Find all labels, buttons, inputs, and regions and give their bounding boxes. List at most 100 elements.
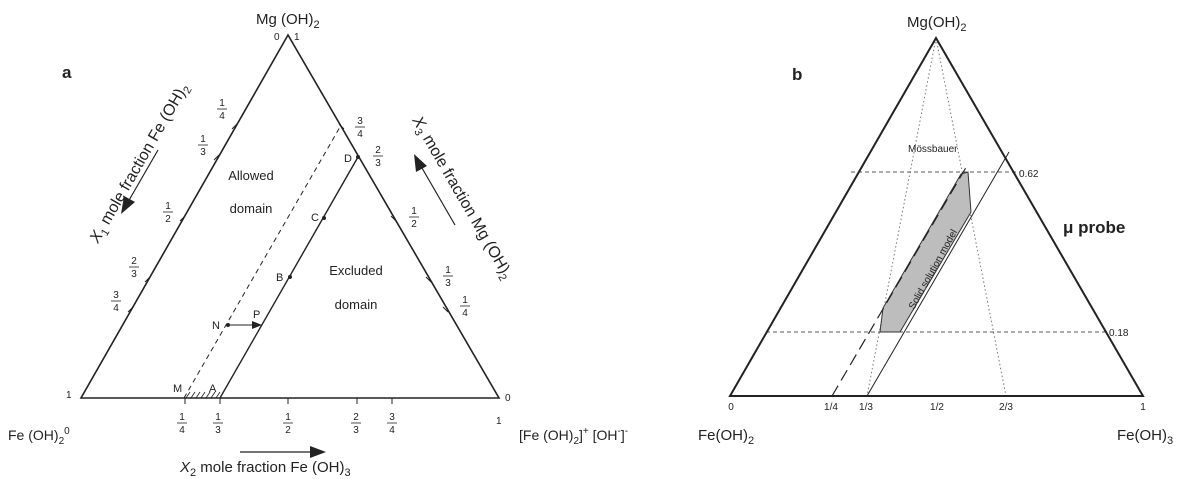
panel-a-apex-right: [Fe (OH)2]+ [OH-]- (519, 426, 628, 447)
panel-a-right-one: 1 (496, 416, 502, 427)
svg-text:3: 3 (389, 412, 395, 423)
svg-text:1: 1 (445, 265, 451, 276)
panel-a-x1-arrow-head (121, 196, 135, 214)
panel-b-apex-left: Fe(OH)2 (698, 427, 754, 447)
point-d (356, 155, 360, 159)
frac-right-1-2: 1 2 (409, 206, 419, 230)
label-c: C (311, 212, 319, 224)
frac-right-1-3: 1 3 (443, 265, 453, 289)
frac-bottom-3-4: 3 4 (387, 412, 397, 436)
panel-a-hatched-segment (185, 391, 221, 399)
svg-text:1: 1 (219, 98, 225, 109)
svg-text:2: 2 (131, 256, 137, 267)
svg-text:3: 3 (445, 278, 451, 289)
frac-left-1-2: 1 2 (163, 201, 173, 225)
mu-probe-label: μ probe (1063, 218, 1125, 237)
svg-text:4: 4 (357, 129, 363, 140)
label-018: 0.18 (1109, 328, 1129, 339)
svg-text:3: 3 (353, 425, 359, 436)
svg-text:1: 1 (285, 412, 291, 423)
tick-left-1-4 (231, 123, 238, 130)
panel-b-apex-right: Fe(OH)3 (1117, 427, 1173, 447)
panel-b-dotted-left (866, 37, 937, 397)
svg-text:4: 4 (179, 425, 185, 436)
panel-a-x2-arrow-head (310, 446, 326, 458)
tick-b-0: 0 (728, 402, 734, 413)
mossbauer-label: Mössbauer (908, 144, 958, 155)
allowed-domain-line2: domain (230, 201, 273, 216)
svg-text:2: 2 (353, 412, 359, 423)
svg-text:3: 3 (200, 147, 206, 158)
solid-solution-region (879, 171, 972, 333)
frac-left-3-4: 3 4 (111, 290, 121, 314)
point-b (288, 275, 292, 279)
panel-a-x3-arrow-head (414, 154, 427, 172)
excluded-domain-line2: domain (335, 297, 378, 312)
tick-right-3-4 (338, 123, 345, 130)
label-d: D (344, 153, 352, 165)
svg-text:3: 3 (113, 290, 119, 301)
tick-b-1-3: 1/3 (859, 402, 873, 413)
tick-left-2-3 (144, 276, 151, 283)
panel-a-letter: a (62, 63, 72, 82)
panel-b-apex-top: Mg(OH)2 (907, 14, 966, 34)
allowed-domain-line1: Allowed (228, 168, 274, 183)
panel-a-left-one: 1 (66, 390, 72, 401)
panel-a-x1-axis-label: X1 mole fraction Fe (OH)2 (86, 81, 194, 249)
label-p: P (253, 309, 260, 321)
panel-a-arrow-n-p-head (252, 321, 262, 329)
label-m: M (173, 383, 182, 395)
panel-a-x1-arrow-shaft (127, 149, 159, 203)
panel-a-triangle (79, 33, 501, 399)
point-n (226, 323, 230, 327)
svg-text:3: 3 (131, 269, 137, 280)
svg-text:2: 2 (411, 219, 417, 230)
tick-left-1-3 (213, 154, 220, 161)
tick-right-1-3 (425, 276, 432, 283)
panel-b-solid-line (866, 151, 1010, 397)
svg-text:2: 2 (285, 425, 291, 436)
svg-text:4: 4 (462, 308, 468, 319)
panel-a-right-zero: 0 (505, 393, 511, 404)
svg-text:2: 2 (165, 214, 171, 225)
frac-bottom-1-3: 1 3 (213, 412, 223, 436)
label-062: 0.62 (1019, 169, 1039, 180)
excluded-domain-line1: Excluded (329, 263, 382, 278)
tick-b-1-4: 1/4 (824, 402, 838, 413)
tick-b-1-2: 1/2 (930, 402, 944, 413)
svg-text:1: 1 (462, 295, 468, 306)
svg-text:X1 mole fraction Fe (OH)2: X1 mole fraction Fe (OH)2 (86, 81, 194, 249)
svg-text:3: 3 (375, 158, 381, 169)
panel-a-top-zero: 0 (274, 32, 280, 43)
svg-text:1: 1 (179, 412, 185, 423)
svg-text:4: 4 (389, 425, 395, 436)
label-b: B (276, 272, 283, 284)
frac-bottom-1-4: 1 4 (177, 412, 187, 436)
svg-text:1: 1 (215, 412, 221, 423)
panel-a-x3-axis-label: X3 mole fraction Mg (OH)2 (405, 113, 515, 284)
tick-right-1-2 (390, 215, 397, 222)
tick-right-1-4 (442, 306, 449, 313)
svg-text:3: 3 (215, 425, 221, 436)
point-c (322, 216, 326, 220)
panel-a-x3-arrow-shaft (421, 167, 456, 226)
frac-left-1-4: 1 4 (217, 98, 227, 122)
tick-left-1-2 (179, 215, 186, 222)
svg-text:X3 mole fraction Mg (OH)2: X3 mole fraction Mg (OH)2 (405, 113, 515, 284)
label-a: A (209, 383, 217, 395)
svg-text:1: 1 (165, 201, 171, 212)
panel-a: a Mg (OH)2 0 1 1 0 1 Fe (OH)20 [Fe (OH)2… (8, 11, 628, 479)
frac-right-3-4: 3 4 (355, 116, 365, 140)
svg-text:2: 2 (375, 145, 381, 156)
panel-b-dotted-right (935, 37, 1007, 397)
frac-bottom-1-2: 1 2 (283, 412, 293, 436)
label-n: N (212, 320, 220, 332)
svg-text:4: 4 (219, 111, 225, 122)
tick-b-1: 1 (1140, 402, 1146, 413)
svg-text:1: 1 (200, 134, 206, 145)
frac-right-1-4: 1 4 (460, 295, 470, 319)
frac-left-1-3: 1 3 (198, 134, 208, 158)
panel-b-triangle (728, 35, 1145, 397)
